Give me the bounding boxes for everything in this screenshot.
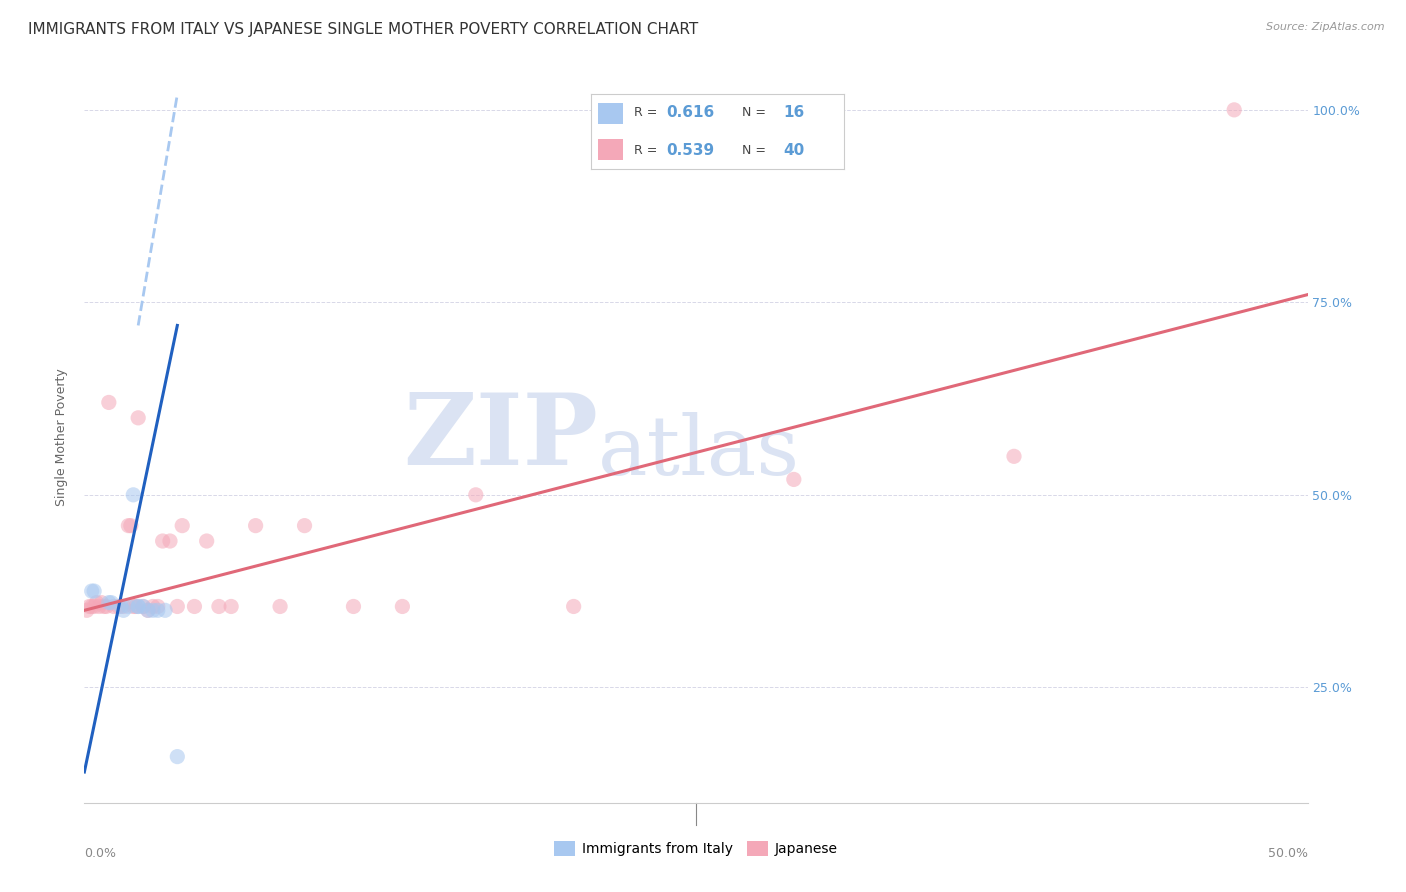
Point (166, 749, 188, 764)
Text: 50.0%: 50.0% (1268, 847, 1308, 860)
Point (172, 518, 194, 533)
Point (83, 584, 105, 599)
Point (142, 603, 165, 617)
Text: atlas: atlas (598, 412, 800, 491)
Point (127, 599, 149, 614)
Text: 0.539: 0.539 (666, 143, 714, 158)
Point (90, 596, 112, 610)
Text: 40: 40 (783, 143, 804, 158)
Point (127, 599, 149, 614)
Point (87, 599, 110, 614)
Point (100, 596, 122, 610)
Point (125, 599, 148, 614)
Point (153, 603, 176, 617)
Bar (598, 139, 623, 161)
Point (142, 599, 165, 614)
Bar (598, 103, 623, 124)
Text: R =: R = (634, 106, 661, 120)
Point (80, 599, 103, 614)
Text: N =: N = (742, 144, 770, 157)
Point (146, 599, 169, 614)
Text: N =: N = (742, 106, 770, 120)
Text: IMMIGRANTS FROM ITALY VS JAPANESE SINGLE MOTHER POVERTY CORRELATION CHART: IMMIGRANTS FROM ITALY VS JAPANESE SINGLE… (28, 22, 699, 37)
Point (122, 488, 145, 502)
Point (294, 518, 316, 533)
Point (562, 599, 585, 614)
Point (159, 534, 181, 549)
Point (245, 518, 267, 533)
Point (86, 596, 108, 610)
Point (1223, 103, 1246, 117)
Point (110, 599, 132, 614)
Text: 16: 16 (783, 105, 804, 120)
Point (152, 534, 174, 549)
Text: ZIP: ZIP (404, 389, 598, 485)
Point (136, 603, 159, 617)
Point (76, 603, 98, 617)
Text: 0.616: 0.616 (666, 105, 714, 120)
Point (117, 518, 139, 533)
Point (97, 596, 120, 610)
Point (208, 599, 231, 614)
Point (122, 599, 145, 614)
Point (269, 599, 291, 614)
Point (112, 599, 135, 614)
Point (132, 599, 155, 614)
Point (127, 410, 149, 425)
Point (219, 599, 242, 614)
Legend: Immigrants from Italy, Japanese: Immigrants from Italy, Japanese (548, 836, 844, 862)
Point (783, 472, 806, 486)
Point (166, 599, 188, 614)
Point (146, 603, 169, 617)
Point (83, 599, 105, 614)
Point (342, 599, 364, 614)
Point (103, 599, 125, 614)
Point (107, 599, 129, 614)
Point (120, 518, 142, 533)
Text: Source: ZipAtlas.com: Source: ZipAtlas.com (1267, 22, 1385, 32)
Text: R =: R = (634, 144, 661, 157)
Point (183, 599, 205, 614)
Point (77, 599, 100, 614)
Point (195, 534, 218, 549)
Point (1002, 450, 1025, 464)
Point (80, 584, 103, 599)
Point (136, 603, 159, 617)
Y-axis label: Single Mother Poverty: Single Mother Poverty (55, 368, 69, 506)
Point (96, 599, 118, 614)
Point (93, 599, 115, 614)
Point (117, 599, 139, 614)
Point (464, 488, 486, 502)
Point (97, 395, 120, 409)
Point (132, 599, 155, 614)
Point (112, 603, 135, 617)
Point (391, 599, 413, 614)
Text: 0.0%: 0.0% (84, 847, 117, 860)
